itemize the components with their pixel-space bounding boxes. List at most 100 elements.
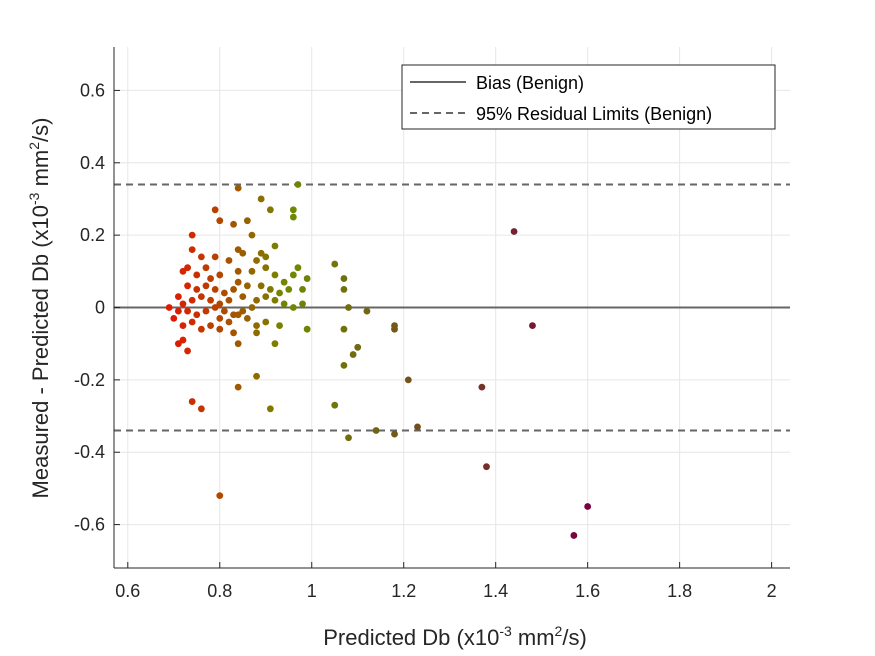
data-point xyxy=(510,228,518,235)
data-point xyxy=(202,264,210,272)
data-point xyxy=(239,293,247,301)
data-point xyxy=(216,325,224,333)
y-tick-label: -0.6 xyxy=(74,515,105,535)
data-point xyxy=(243,282,251,290)
data-point xyxy=(216,271,224,279)
data-point xyxy=(584,503,592,510)
data-point xyxy=(170,314,178,322)
data-point xyxy=(257,282,265,290)
data-point xyxy=(266,286,274,293)
data-point xyxy=(570,532,578,539)
data-point xyxy=(271,340,279,348)
data-point xyxy=(234,267,242,275)
x-tick-labels: 0.6 0.8 1 1.2 1.4 1.6 1.8 2 xyxy=(115,581,776,601)
data-point xyxy=(285,286,293,293)
legend: Bias (Benign) 95% Residual Limits (Benig… xyxy=(401,64,776,130)
data-point xyxy=(179,300,187,308)
data-point xyxy=(248,231,256,239)
data-point xyxy=(234,278,242,286)
data-point xyxy=(331,260,339,268)
data-point xyxy=(340,286,348,293)
data-point xyxy=(253,257,260,264)
data-point xyxy=(230,329,237,337)
data-point xyxy=(289,271,297,279)
data-point xyxy=(262,293,270,301)
data-point xyxy=(294,181,302,188)
data-point xyxy=(289,206,297,214)
data-point xyxy=(188,231,196,239)
data-point xyxy=(220,289,228,297)
data-point xyxy=(207,322,214,329)
data-point xyxy=(478,383,486,391)
data-point xyxy=(179,336,187,344)
data-point xyxy=(216,314,224,322)
data-point xyxy=(197,293,205,301)
data-point xyxy=(253,296,260,304)
y-tick-labels: -0.6 -0.4 -0.2 0 0.2 0.4 0.6 xyxy=(74,80,105,534)
data-point xyxy=(225,318,233,326)
y-axis-label: Measured - Predicted Db (x10-3 mm2/s) xyxy=(26,118,53,499)
data-point xyxy=(271,271,279,279)
reference-lines xyxy=(114,183,790,432)
data-point xyxy=(289,304,297,311)
data-point xyxy=(253,372,260,380)
legend-box xyxy=(401,64,776,130)
axes xyxy=(113,47,790,569)
data-point xyxy=(340,325,348,333)
data-point xyxy=(363,307,371,315)
data-point xyxy=(299,286,306,293)
x-tick-label: 2 xyxy=(767,581,777,601)
data-point xyxy=(234,246,242,254)
data-point xyxy=(211,206,219,214)
data-point xyxy=(216,217,224,225)
data-point xyxy=(262,253,270,261)
data-point xyxy=(184,282,191,290)
data-point xyxy=(174,293,182,301)
x-tick-label: 0.6 xyxy=(115,581,140,601)
legend-limits-label: 95% Residual Limits (Benign) xyxy=(476,104,712,124)
data-point xyxy=(211,304,219,311)
data-point xyxy=(207,275,214,282)
data-point xyxy=(340,275,348,282)
data-point xyxy=(303,275,311,282)
data-point xyxy=(414,423,421,431)
data-point xyxy=(529,322,536,329)
data-point xyxy=(184,347,191,355)
data-point xyxy=(266,405,274,413)
data-point xyxy=(262,264,270,272)
data-point xyxy=(197,405,205,413)
data-point xyxy=(225,257,233,264)
data-point xyxy=(174,340,182,348)
data-point xyxy=(262,318,270,326)
data-point xyxy=(234,311,242,319)
y-tick-label: 0.6 xyxy=(80,80,105,100)
data-point xyxy=(184,307,191,315)
data-point xyxy=(404,376,412,384)
data-point xyxy=(193,311,201,319)
data-point xyxy=(243,217,251,225)
x-axis-label: Predicted Db (x10-3 mm2/s) xyxy=(323,623,587,650)
y-tick-label: 0 xyxy=(95,298,105,318)
y-tick-label: 0.4 xyxy=(80,153,105,173)
data-point xyxy=(391,430,398,438)
data-point xyxy=(211,253,219,261)
x-tick-label: 1.6 xyxy=(575,581,600,601)
data-point xyxy=(299,300,306,308)
data-point xyxy=(188,318,196,326)
data-point xyxy=(248,304,256,311)
data-point xyxy=(257,195,265,203)
data-point xyxy=(280,278,288,286)
data-point xyxy=(216,300,224,308)
x-tick-label: 0.8 xyxy=(207,581,232,601)
data-point xyxy=(202,307,210,315)
data-point xyxy=(174,307,182,315)
data-point xyxy=(207,296,214,304)
data-point xyxy=(234,184,242,192)
y-tick-label: -0.4 xyxy=(74,442,105,462)
data-point xyxy=(188,246,196,254)
data-point xyxy=(179,322,187,329)
data-point xyxy=(230,286,237,293)
data-point xyxy=(391,322,398,329)
data-point xyxy=(276,322,283,329)
